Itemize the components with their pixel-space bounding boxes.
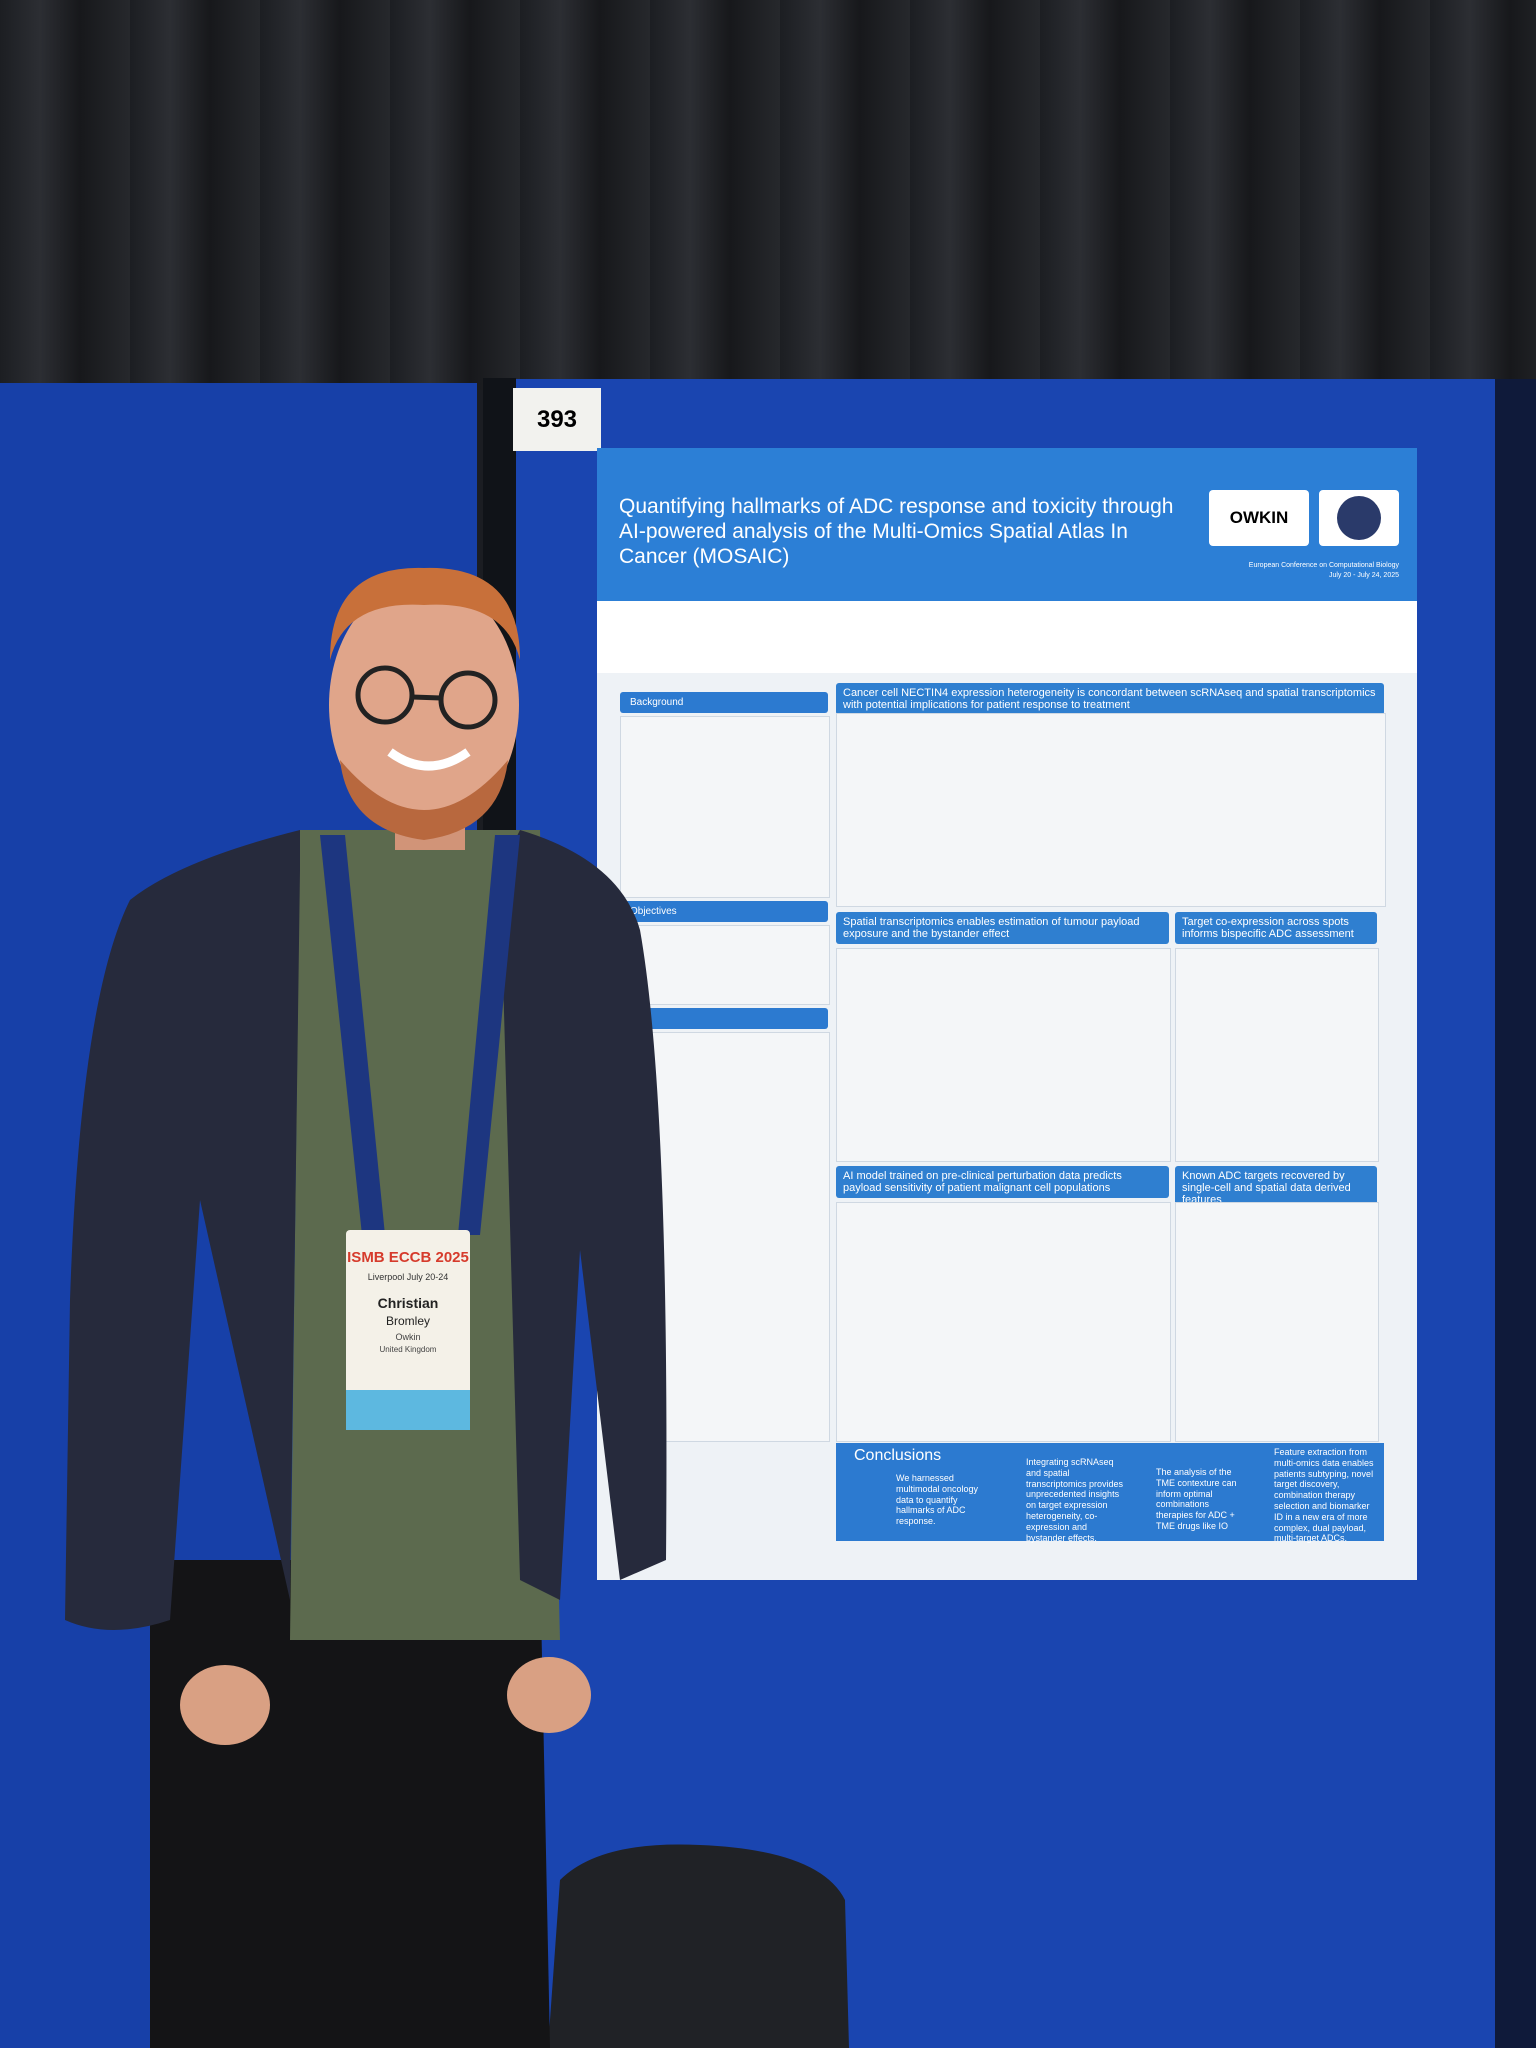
panel-header: Spatial transcriptomics enables estimati… [836,912,1169,944]
poster-header: Quantifying hallmarks of ADC response an… [597,448,1417,601]
authors-strip [597,601,1417,673]
left-hand [180,1665,270,1745]
badge-place: Liverpool July 20-24 [368,1272,449,1282]
conclusion-item: Integrating scRNAseq and spatial transcr… [1026,1457,1124,1543]
board-number: 393 [513,388,601,451]
badge-last-name: Bromley [386,1314,430,1328]
panel-header: Target co-expression across spots inform… [1175,912,1377,944]
glasses [355,665,498,730]
conclusions-bar: Conclusions We harnessed multimodal onco… [836,1443,1384,1544]
panel-header: AI model trained on pre-clinical perturb… [836,1166,1169,1198]
badge-event: ISMB ECCB 2025 [347,1249,469,1266]
curtain [0,0,1536,390]
eccb-emblem [1337,496,1381,540]
panel [836,948,1171,1162]
poster: Quantifying hallmarks of ADC response an… [597,448,1417,1580]
backpack [548,1844,849,2048]
conclusion-item: The analysis of the TME contexture can i… [1156,1467,1237,1531]
conference-dates: July 20 - July 24, 2025 [1328,572,1399,579]
hair [330,567,520,660]
section-header: Conclusions [854,1447,942,1464]
lanyard-left [320,835,385,1235]
panel [836,713,1386,907]
conference: European Conference on Computational Bio… [1248,562,1399,569]
badge-country: United Kingdom [380,1345,437,1354]
beard [340,760,508,840]
badge-first-name: Christian [378,1295,439,1311]
head [329,580,519,830]
panel-header: Cancer cell NECTIN4 expression heterogen… [836,683,1384,715]
text-block [620,925,830,1005]
conclusion-item: We harnessed multimodal oncology data to… [896,1473,979,1527]
section-header: Background [620,692,828,713]
panel [1175,1202,1379,1442]
badge-strip [346,1390,470,1430]
section-header: Objectives [620,901,828,922]
badge [346,1230,470,1430]
conclusion-item: Feature extraction from multi-omics data… [1274,1447,1374,1544]
board-edge [1495,379,1536,2048]
panel [1175,948,1379,1162]
right-hand [507,1657,591,1733]
smile [387,748,471,771]
eccb-logo [1319,490,1399,546]
jacket-right [500,830,667,1600]
text-block [620,716,830,898]
jacket-left [65,830,300,1630]
lanyard-right [458,835,520,1235]
owkin-logo: OWKIN [1209,490,1309,546]
badge-company: Owkin [395,1332,420,1342]
panel [836,1202,1171,1442]
poster-title: Quantifying hallmarks of ADC response an… [619,495,1174,569]
